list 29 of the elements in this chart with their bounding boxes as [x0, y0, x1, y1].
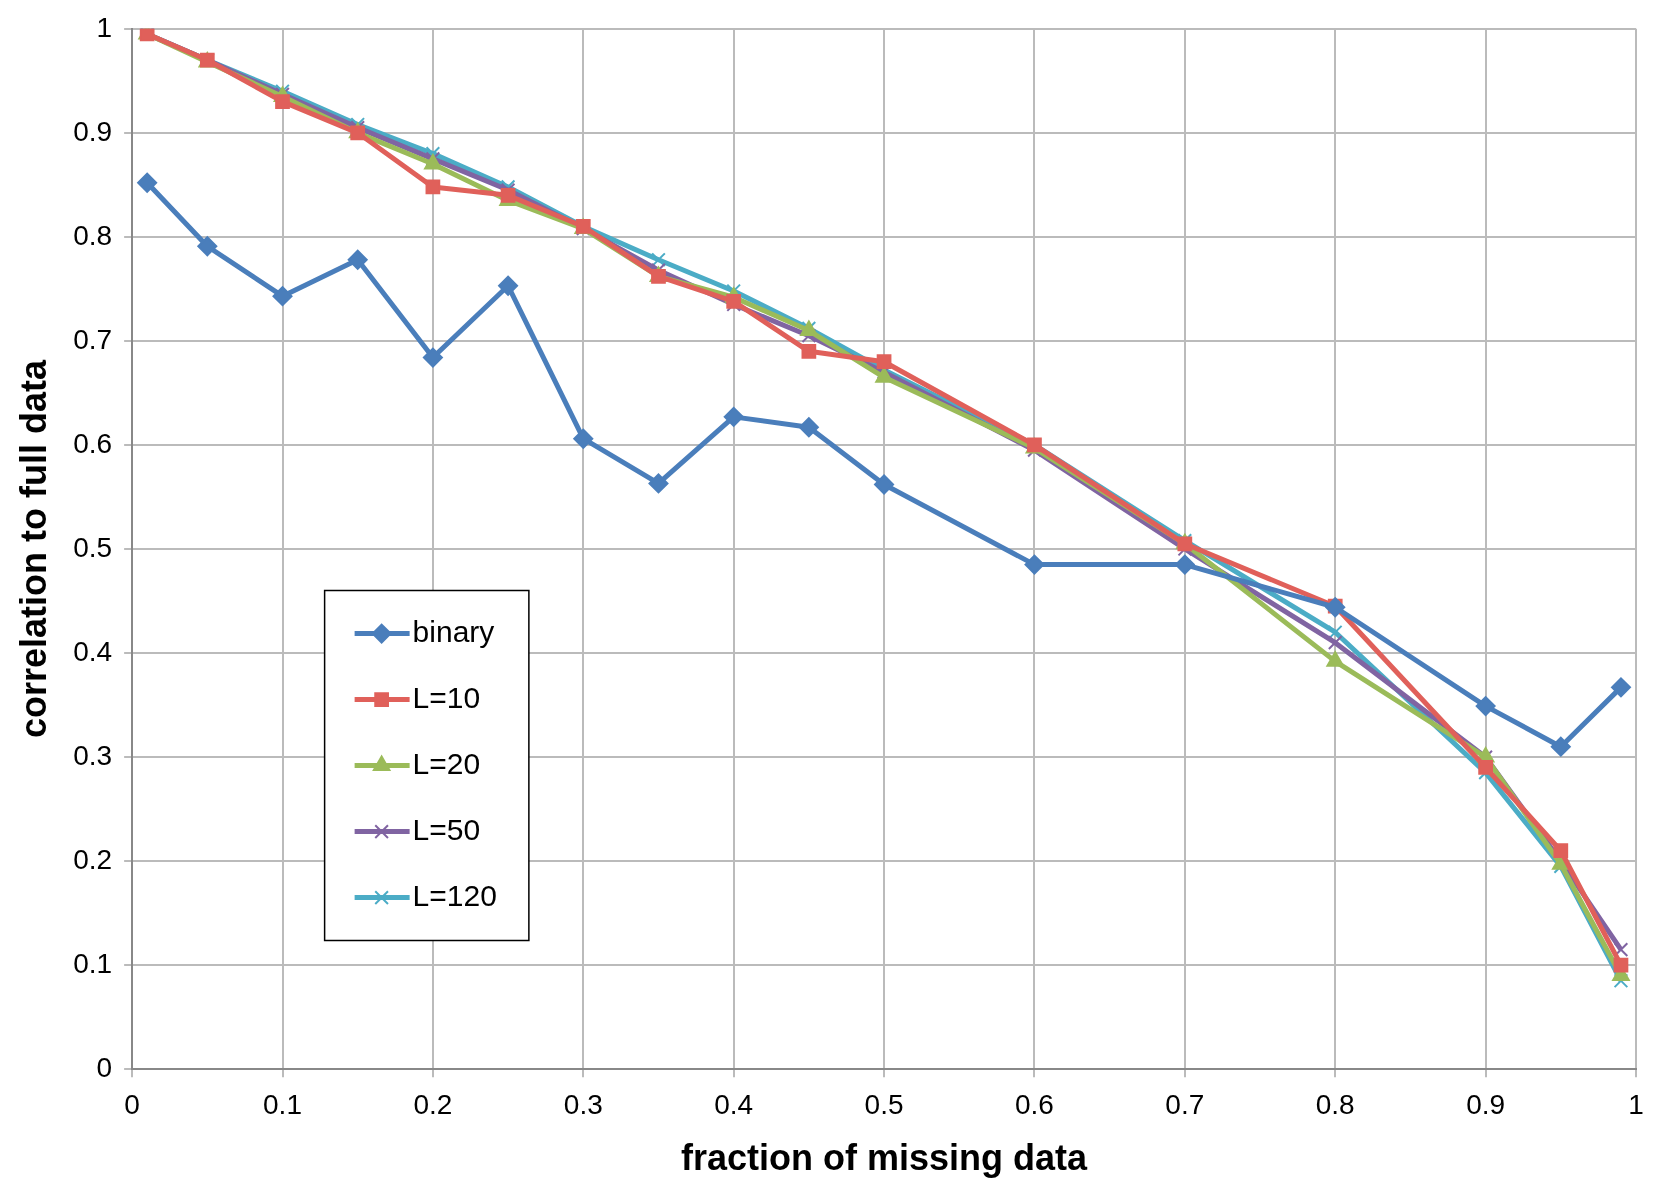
x-tick-label: 0.3: [563, 1088, 603, 1120]
x-tick-label: 0.4: [714, 1088, 754, 1120]
y-axis-title: correlation to full data: [12, 359, 54, 739]
legend-label: L=120: [412, 878, 497, 912]
x-axis-title: fraction of missing data: [681, 1137, 1089, 1179]
y-tick-label: 0.6: [73, 427, 113, 459]
legend-label: L=50: [412, 812, 481, 846]
x-tick-label: 0.9: [1466, 1088, 1506, 1120]
y-tick-label: 0.8: [73, 219, 113, 251]
y-tick-label: 0.9: [73, 115, 113, 147]
x-tick-label: 1: [1628, 1088, 1644, 1120]
y-tick-label: 0.1: [73, 947, 113, 979]
y-tick-label: 0.5: [73, 531, 113, 563]
y-tick-label: 0.2: [73, 843, 113, 875]
x-tick-label: 0.6: [1014, 1088, 1054, 1120]
y-tick-label: 0.4: [73, 635, 113, 667]
x-tick-label: 0.5: [864, 1088, 904, 1120]
legend-label: binary: [412, 614, 495, 648]
legend-label: L=10: [412, 680, 481, 714]
x-tick-label: 0.1: [263, 1088, 302, 1120]
y-tick-label: 0: [96, 1051, 113, 1083]
x-tick-label: 0.2: [413, 1088, 453, 1120]
x-tick-label: 0.8: [1315, 1088, 1355, 1120]
y-tick-label: 0.7: [73, 323, 113, 355]
x-tick-label: 0: [124, 1088, 140, 1120]
legend-label: L=20: [412, 746, 481, 780]
y-tick-label: 0.3: [73, 739, 113, 771]
x-tick-label: 0.7: [1165, 1088, 1205, 1120]
y-tick-label: 1: [96, 11, 113, 43]
